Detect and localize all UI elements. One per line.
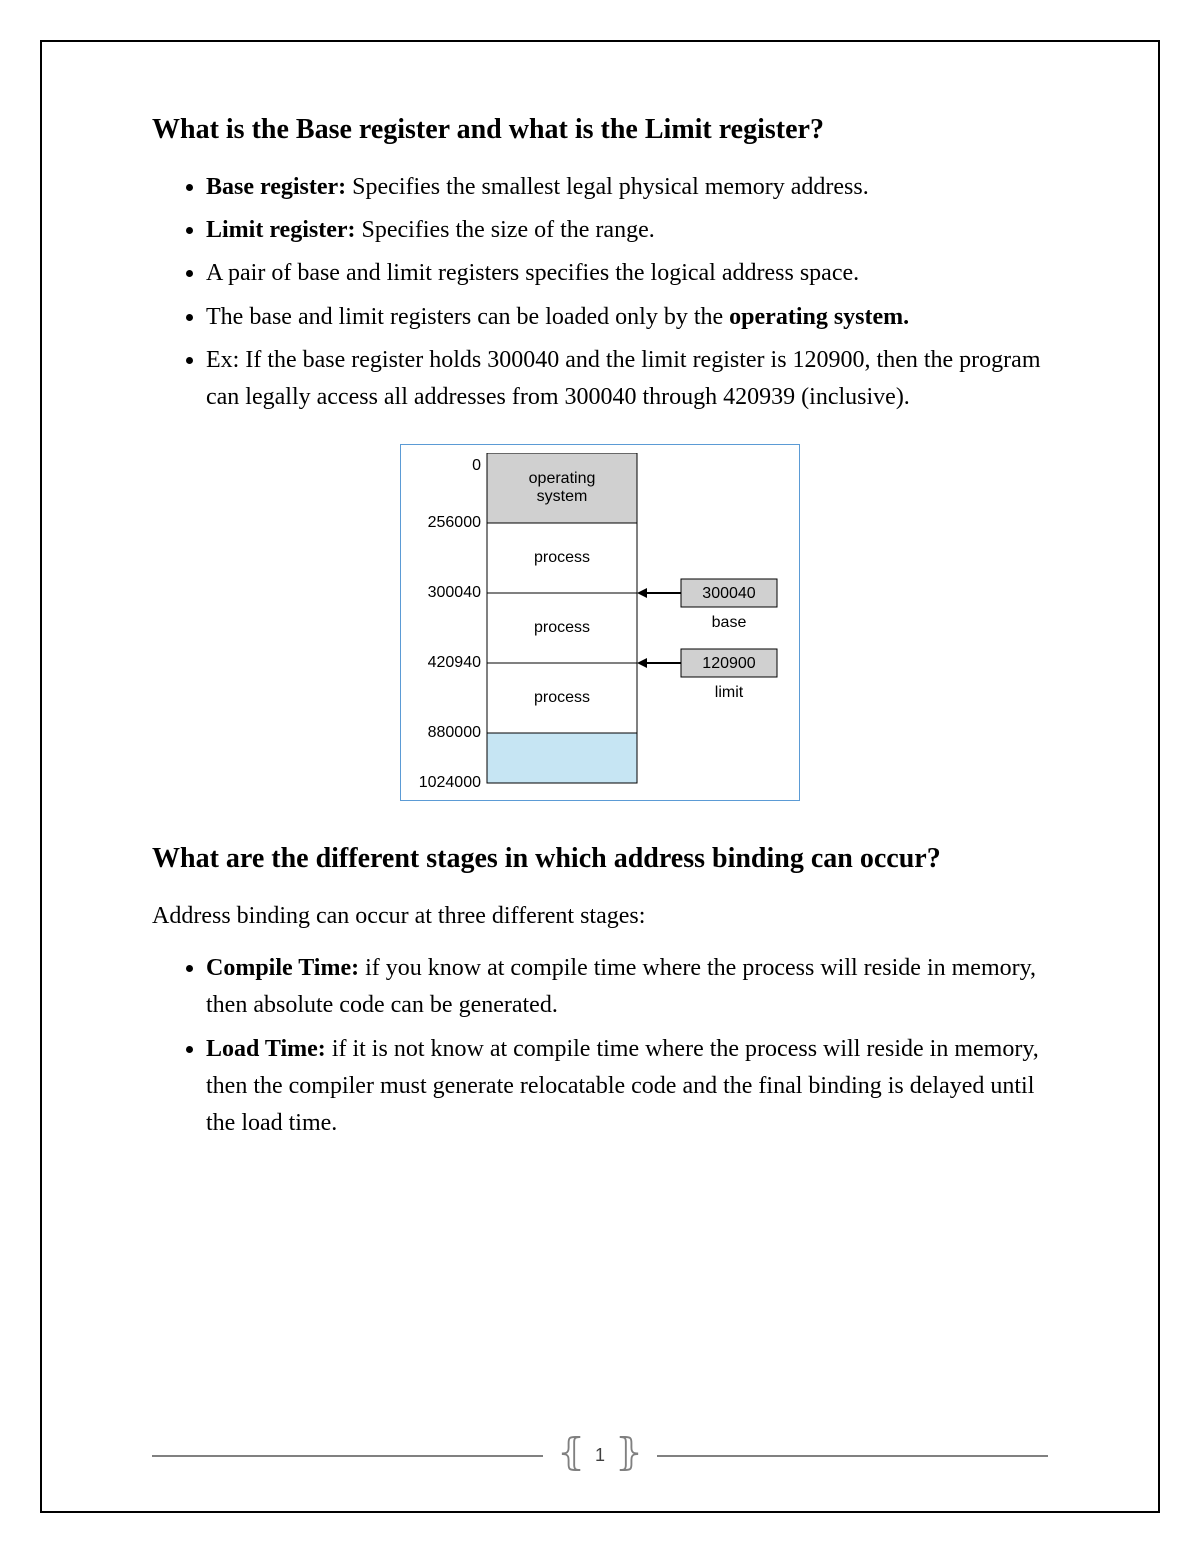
bullets-base-limit: Base register: Specifies the smallest le… <box>152 169 1048 416</box>
list-item: Limit register: Specifies the size of th… <box>206 212 1048 249</box>
svg-text:base: base <box>712 614 747 631</box>
svg-text:300040: 300040 <box>702 585 755 602</box>
svg-text:420940: 420940 <box>428 654 481 671</box>
page-number-box: ⦃ 1 ⦄ <box>557 1445 643 1466</box>
memory-diagram-wrap: operatingsystem process process process 0 256… <box>152 444 1048 801</box>
memory-diagram: operatingsystem process process process 0 256… <box>400 444 800 801</box>
svg-text:operatingsystem: operatingsystem <box>529 471 596 506</box>
page-border: What is the Base register and what is th… <box>40 40 1160 1513</box>
page-number: 1 <box>595 1445 605 1466</box>
svg-text:300040: 300040 <box>428 584 481 601</box>
svg-text:0: 0 <box>472 457 481 474</box>
svg-text:880000: 880000 <box>428 724 481 741</box>
list-item: Base register: Specifies the smallest le… <box>206 169 1048 206</box>
heading-base-limit: What is the Base register and what is th… <box>152 112 1048 147</box>
list-item: The base and limit registers can be load… <box>206 299 1048 336</box>
page-footer: ⦃ 1 ⦄ <box>42 1445 1158 1473</box>
bracket-left-icon: ⦃ <box>557 1444 585 1462</box>
footer-rule-left <box>152 1455 543 1457</box>
list-item: Ex: If the base register holds 300040 an… <box>206 342 1048 416</box>
svg-text:process: process <box>534 619 590 636</box>
svg-text:process: process <box>534 689 590 706</box>
page: What is the Base register and what is th… <box>0 0 1200 1553</box>
footer-rule-right <box>657 1455 1048 1457</box>
intro-address-binding: Address binding can occur at three diffe… <box>152 898 1048 934</box>
list-item: A pair of base and limit registers speci… <box>206 255 1048 292</box>
bullets-address-binding: Compile Time: if you know at compile tim… <box>152 950 1048 1142</box>
svg-text:limit: limit <box>715 684 744 701</box>
memory-diagram-svg: operatingsystem process process process 0 256… <box>411 453 785 787</box>
list-item: Load Time: if it is not know at compile … <box>206 1031 1048 1143</box>
list-item: Compile Time: if you know at compile tim… <box>206 950 1048 1024</box>
bracket-right-icon: ⦄ <box>615 1444 643 1462</box>
svg-text:256000: 256000 <box>428 514 481 531</box>
heading-address-binding: What are the different stages in which a… <box>152 841 1048 876</box>
svg-text:1024000: 1024000 <box>419 774 481 787</box>
svg-text:process: process <box>534 549 590 566</box>
svg-text:120900: 120900 <box>702 655 755 672</box>
